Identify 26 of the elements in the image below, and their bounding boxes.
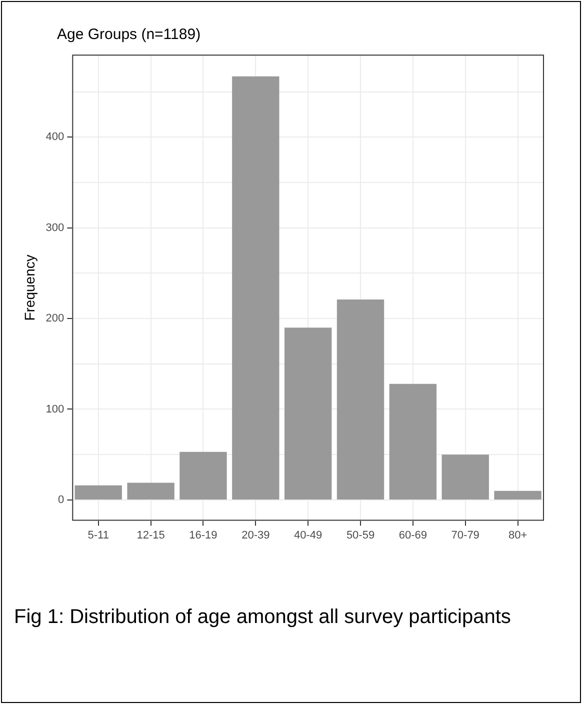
- x-tick-label: 20-39: [242, 529, 270, 542]
- x-tick-label: 70-79: [451, 529, 480, 542]
- y-tick-label: 400: [46, 131, 64, 144]
- y-tick-label: 0: [58, 494, 64, 506]
- chart-title: Age Groups (n=1189): [57, 26, 201, 43]
- x-tick-label: 80+: [508, 529, 528, 542]
- bar: [336, 299, 384, 500]
- caption: Fig 1: Distribution of age amongst all survey participants: [14, 605, 512, 630]
- x-tick-label: 12-15: [136, 529, 165, 542]
- bar: [127, 482, 174, 500]
- bar: [74, 485, 122, 500]
- bar: [284, 328, 332, 500]
- x-tick-label: 50-59: [346, 529, 375, 542]
- bar: [180, 452, 227, 500]
- bar: [389, 384, 437, 500]
- bar: [442, 454, 489, 500]
- y-tick-label: 100: [46, 403, 64, 416]
- y-tick-label: 300: [46, 222, 64, 234]
- x-tick-label: 16-19: [189, 529, 218, 542]
- x-tick-label: 40-49: [294, 529, 322, 542]
- bar: [232, 76, 280, 500]
- y-axis-title: Frequency: [21, 254, 38, 321]
- y-tick-label: 200: [46, 312, 64, 325]
- bar: [494, 490, 542, 500]
- x-tick-label: 60-69: [398, 529, 427, 542]
- x-tick-label: 5-11: [88, 529, 109, 542]
